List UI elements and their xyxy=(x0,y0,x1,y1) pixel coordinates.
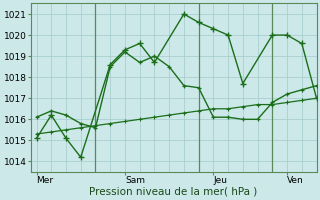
X-axis label: Pression niveau de la mer( hPa ): Pression niveau de la mer( hPa ) xyxy=(90,187,258,197)
